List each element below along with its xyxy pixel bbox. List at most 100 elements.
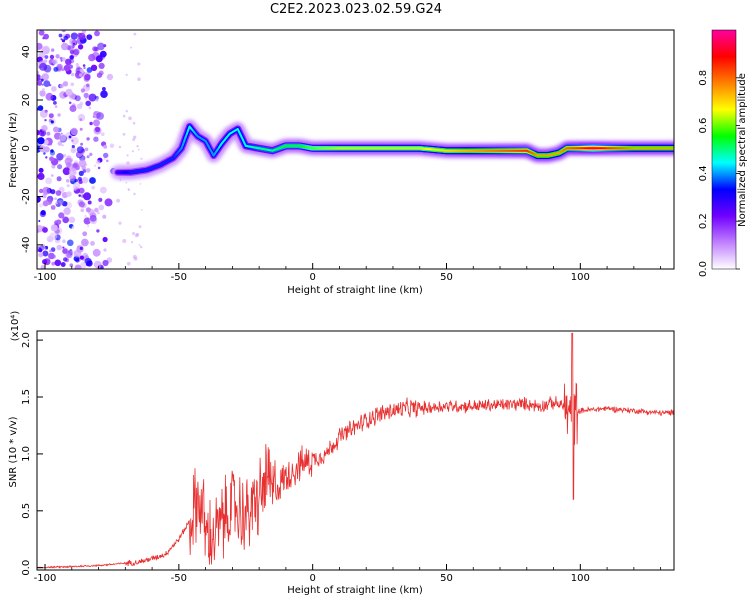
noise-speckle [68, 167, 77, 176]
noise-speckle [44, 55, 49, 59]
noise-speckle [125, 73, 128, 76]
noise-speckle [37, 129, 40, 136]
noise-speckle [53, 66, 59, 72]
y-tick-label: 0.5 [21, 503, 32, 519]
noise-speckle [90, 241, 95, 246]
noise-speckle [59, 83, 64, 89]
noise-speckle [53, 101, 57, 105]
noise-speckle [72, 42, 76, 45]
snr-panel: -100 -50 0 50 100 0.0 0.5 1.0 1.5 2.0 Height of … [8, 311, 675, 596]
x-tick-label: -100 [34, 272, 57, 283]
noise-speckle [87, 200, 92, 205]
noise-speckle [89, 121, 93, 126]
noise-speckle [61, 39, 66, 43]
x-tick-label: 0 [309, 272, 315, 283]
noise-speckle [57, 141, 63, 146]
noise-speckle [41, 83, 44, 86]
noise-speckle [88, 106, 92, 110]
noise-speckle [106, 159, 109, 163]
noise-speckle [94, 30, 100, 37]
snr-frame [36, 330, 675, 571]
noise-speckle [54, 197, 57, 201]
noise-speckle [67, 45, 74, 52]
noise-speckle [82, 169, 87, 173]
colorbar-tick-label: 0.2 [698, 213, 709, 229]
noise-speckle [42, 88, 45, 91]
noise-speckle [70, 32, 78, 40]
colorbar-frame [711, 29, 737, 270]
noise-speckle [131, 150, 134, 153]
noise-speckle [68, 92, 76, 100]
noise-speckle [54, 259, 62, 267]
noise-speckle [39, 110, 48, 118]
noise-speckle [133, 32, 137, 36]
noise-speckle [92, 248, 101, 257]
noise-speckle [103, 152, 109, 159]
noise-speckle [102, 259, 109, 267]
noise-speckle [116, 198, 120, 203]
colorbar-label: Normalized spectral amplitude [737, 73, 748, 227]
noise-speckle [81, 177, 89, 184]
noise-speckle [94, 126, 101, 133]
noise-speckle [86, 83, 90, 88]
snr-x-label: Height of straight line (km) [287, 585, 423, 596]
noise-speckle [89, 215, 97, 222]
noise-speckle [69, 55, 74, 60]
noise-speckle [71, 137, 79, 145]
noise-speckle [42, 46, 50, 55]
noise-speckle [51, 48, 55, 52]
y-tick-label: -20 [21, 188, 32, 204]
noise-speckle [84, 74, 91, 81]
y-tick-label: 1.5 [21, 389, 32, 405]
x-tick-label: 0 [309, 573, 315, 584]
noise-speckle [96, 72, 103, 78]
noise-speckle [137, 77, 141, 81]
noise-speckle [134, 233, 139, 238]
snr-x-ticks: -100 -50 0 50 100 [34, 564, 662, 584]
noise-speckle [102, 214, 107, 219]
noise-speckle [78, 159, 87, 168]
noise-speckle [125, 181, 128, 184]
noise-speckle [61, 57, 66, 62]
noise-speckle [97, 42, 105, 51]
noise-speckle [70, 72, 75, 77]
noise-speckle [98, 197, 103, 202]
x-tick-label: 100 [571, 272, 590, 283]
noise-speckle [49, 54, 55, 60]
noise-speckle [39, 75, 43, 79]
noise-speckle [62, 257, 68, 262]
noise-speckle [96, 229, 100, 233]
noise-speckle [79, 255, 84, 260]
noise-speckle [49, 249, 52, 253]
noise-speckle [85, 97, 88, 100]
noise-speckle [138, 225, 142, 229]
x-tick-label: 50 [440, 573, 453, 584]
noise-speckle [103, 144, 108, 149]
noise-speckle [40, 78, 44, 82]
noise-speckle [50, 189, 56, 195]
noise-speckle [102, 236, 108, 243]
noise-speckle [38, 203, 44, 208]
noise-speckle [86, 155, 90, 159]
colorbar-tick-label: 0.0 [698, 261, 709, 277]
noise-speckle [51, 254, 57, 259]
colorbar: 0.0 0.2 0.4 0.6 0.8 Normalized spectral ampl… [698, 29, 748, 277]
colorbar-tick-label: 0.4 [698, 165, 709, 181]
noise-speckle [58, 199, 64, 205]
noise-speckle [49, 84, 52, 87]
noise-speckle [67, 239, 74, 247]
noise-speckle [50, 149, 54, 153]
noise-speckle [125, 110, 128, 113]
spectrogram-x-ticks: -100 -50 0 50 100 [34, 263, 662, 283]
noise-speckle [133, 135, 137, 139]
spectrogram-x-label: Height of straight line (km) [287, 285, 423, 296]
noise-speckle [37, 74, 42, 82]
x-tick-label: -50 [171, 272, 187, 283]
noise-speckle [133, 256, 138, 261]
noise-speckle [58, 212, 65, 219]
noise-speckle [38, 252, 44, 258]
noise-speckle [85, 168, 91, 173]
noise-speckle [98, 204, 105, 211]
snr-series-line [37, 332, 674, 569]
noise-speckle [119, 178, 122, 182]
